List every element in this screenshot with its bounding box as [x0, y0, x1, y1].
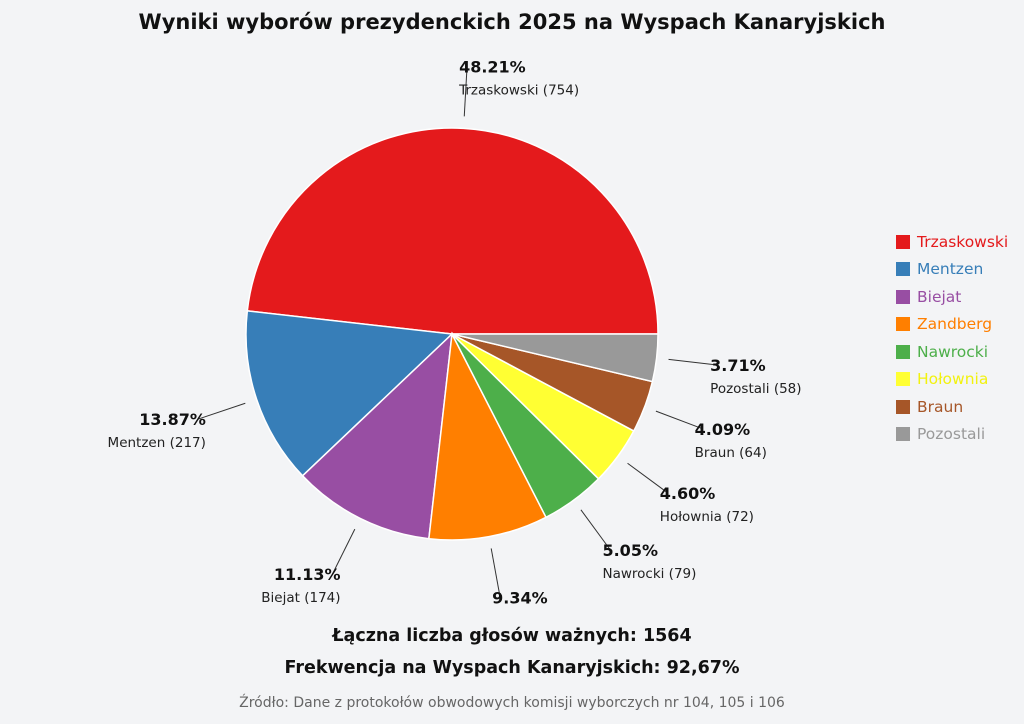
legend-item-trzaskowski[interactable]: Trzaskowski — [896, 228, 1024, 256]
legend-label: Biejat — [917, 287, 962, 306]
pie-slice-pozostali — [451, 333, 659, 383]
legend-label: Zandberg — [917, 315, 993, 334]
leader-line-zandberg — [490, 548, 501, 598]
legend-label: Nawrocki — [917, 342, 989, 361]
percent-label-biejat: 11.13% — [274, 565, 341, 584]
legend-swatch — [896, 427, 910, 442]
legend-swatch — [896, 317, 910, 332]
count-label-trzaskowski: Trzaskowski (754) — [458, 82, 579, 98]
legend-label: Hołownia — [917, 370, 989, 389]
legend-item-braun[interactable]: Braun — [896, 393, 1024, 421]
turnout-text: Frekwencja na Wyspach Kanaryjskich: 92,6… — [284, 658, 740, 678]
legend-swatch — [896, 399, 910, 414]
count-label-pozostali: Pozostali (58) — [710, 381, 801, 397]
pie-slice-zandberg — [428, 331, 548, 541]
legend-swatch — [896, 234, 910, 249]
count-label-biejat: Biejat (174) — [261, 590, 340, 606]
chart-legend: Trzaskowski Mentzen Biejat Zandberg Nawrocki… — [896, 228, 1024, 448]
source-note: Źródło: Dane z protokołów obwodowych kom… — [239, 695, 785, 711]
legend-label: Pozostali — [917, 425, 986, 444]
percent-label-nawrocki: 5.05% — [602, 541, 658, 560]
count-label-braun: Braun (64) — [695, 445, 767, 461]
total-votes-text: Łączna liczba głosów ważnych: 1564 — [332, 626, 692, 646]
count-label-nawrocki: Nawrocki (79) — [602, 566, 696, 582]
legend-swatch — [896, 372, 910, 387]
legend-label: Mentzen — [917, 260, 984, 279]
pie-slice-trzaskowski — [246, 127, 659, 335]
pie-slice-biejat — [301, 332, 453, 540]
percent-label-mentzen: 13.87% — [139, 410, 206, 429]
leader-line-biejat — [332, 528, 356, 575]
percent-label-pozostali: 3.71% — [710, 356, 766, 375]
percent-label-trzaskowski: 48.21% — [459, 57, 526, 76]
legend-item-nawrocki[interactable]: Nawrocki — [896, 338, 1024, 366]
leader-line-pozostali — [668, 358, 719, 366]
legend-item-pozostali[interactable]: Pozostali — [896, 421, 1024, 449]
legend-swatch — [896, 262, 910, 277]
legend-swatch — [896, 289, 910, 304]
legend-item-zandberg[interactable]: Zandberg — [896, 311, 1024, 339]
leader-line-trzaskowski — [463, 66, 468, 117]
legend-item-biejat[interactable]: Biejat — [896, 283, 1024, 311]
leader-line-mentzen — [197, 402, 246, 420]
percent-label-holownia: 4.60% — [660, 484, 716, 503]
legend-item-mentzen[interactable]: Mentzen — [896, 256, 1024, 284]
legend-swatch — [896, 344, 910, 359]
percent-label-zandberg: 9.34% — [492, 589, 548, 608]
legend-item-holownia[interactable]: Hołownia — [896, 366, 1024, 394]
leader-line-holownia — [627, 462, 669, 494]
count-label-mentzen: Mentzen (217) — [108, 435, 206, 451]
count-label-holownia: Hołownia (72) — [660, 509, 754, 525]
percent-label-braun: 4.09% — [695, 420, 751, 439]
legend-label: Braun — [917, 397, 964, 416]
leader-line-braun — [655, 410, 703, 430]
legend-label: Trzaskowski — [917, 232, 1009, 251]
leader-line-nawrocki — [580, 509, 611, 551]
chart-title: Wyniki wyborów prezydenckich 2025 na Wys… — [138, 10, 886, 34]
pie-slice-mentzen — [245, 310, 454, 477]
